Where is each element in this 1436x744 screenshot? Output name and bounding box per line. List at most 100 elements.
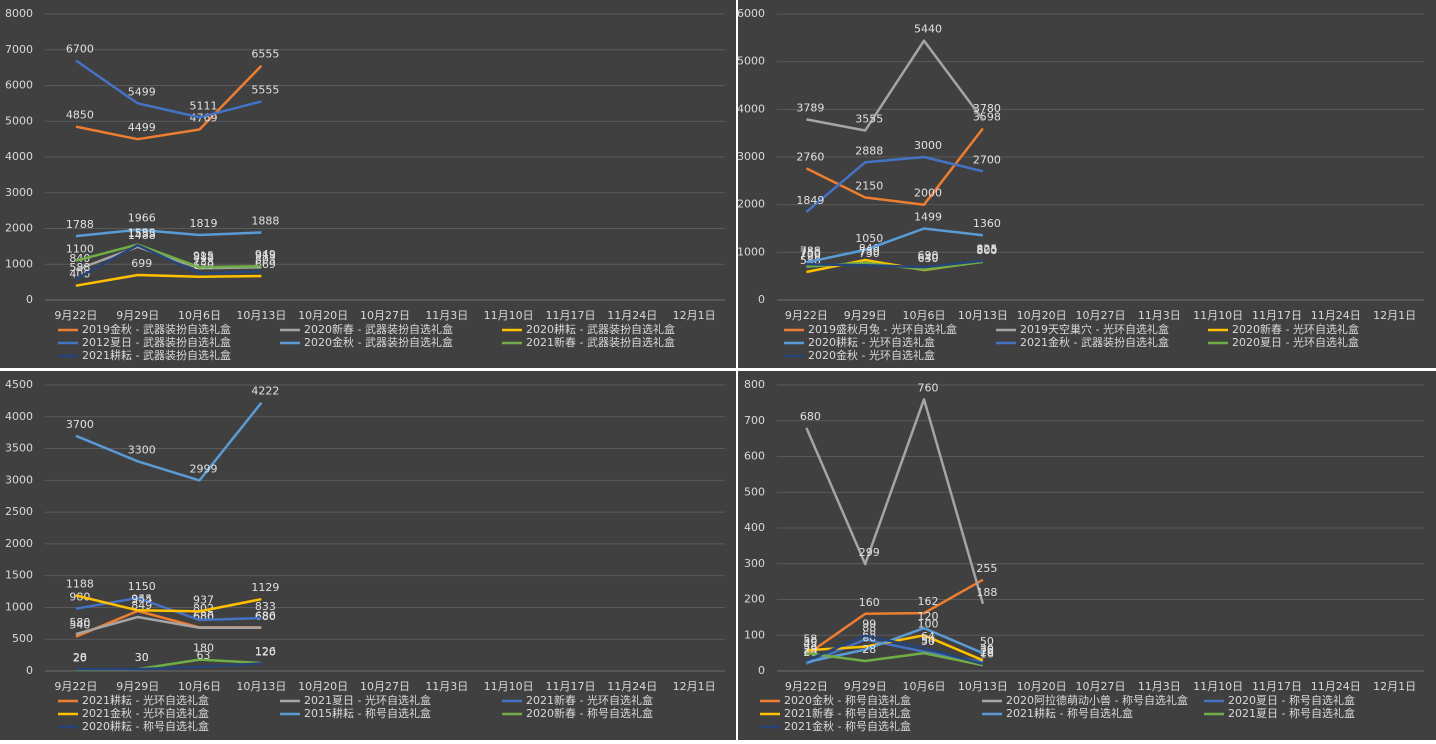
data-label: 29: [803, 643, 817, 656]
chart-panel: 0 100 200 300 400 500 600 700 800 9月22日 9月29日 10月6日…: [738, 371, 1436, 740]
data-label: 120: [255, 645, 276, 658]
legend-label: 2020新春 - 武器装扮自选礼盒: [304, 322, 453, 336]
data-label: 937: [193, 593, 214, 606]
x-tick-label: 11月17日: [1252, 309, 1302, 322]
y-tick-label: 6000: [5, 79, 33, 92]
data-label: 16: [980, 647, 994, 660]
legend-label: 2020金秋 - 称号自选礼盒: [784, 693, 911, 707]
data-label: 1150: [128, 580, 156, 593]
data-label: 2150: [855, 180, 883, 193]
data-label: 915: [193, 249, 214, 262]
data-label: 5555: [251, 83, 279, 96]
x-tick-label: 10月27日: [1076, 680, 1126, 693]
y-tick-label: 500: [744, 485, 765, 498]
x-tick-label: 11月24日: [607, 680, 657, 693]
y-tick-label: 400: [744, 521, 765, 534]
data-label: 949: [255, 248, 276, 261]
x-tick-label: 9月29日: [844, 680, 887, 693]
data-label: 1966: [128, 212, 156, 225]
data-label: 2700: [973, 153, 1001, 166]
series-line: [806, 259, 984, 269]
data-label: 1788: [66, 218, 94, 231]
y-tick-label: 7000: [5, 43, 33, 56]
data-label: 3000: [914, 139, 942, 152]
x-tick-label: 11月10日: [484, 309, 534, 322]
series-line: [75, 273, 262, 287]
data-label: 680: [255, 610, 276, 623]
x-tick-label: 12月1日: [1373, 680, 1416, 693]
y-tick-label: 2000: [5, 222, 33, 235]
data-label: 58: [803, 632, 817, 645]
y-tick-label: 4000: [5, 150, 33, 163]
data-label: 730: [859, 247, 880, 260]
y-tick-label: 500: [12, 632, 33, 645]
data-label: 888: [193, 250, 214, 263]
legend-label: 2020耕耘 - 光环自选礼盒: [808, 335, 935, 349]
y-tick-label: 8000: [5, 7, 33, 20]
y-tick-label: 1500: [5, 569, 33, 582]
x-tick-label: 11月17日: [545, 680, 595, 693]
y-tick-label: 1000: [5, 600, 33, 613]
x-tick-label: 10月6日: [178, 309, 221, 322]
y-tick-label: 6000: [737, 7, 765, 20]
data-label: 100: [918, 617, 939, 630]
data-label: 640: [918, 251, 939, 264]
data-label: 1849: [796, 194, 824, 207]
legend-label: 2021夏日 - 称号自选礼盒: [1228, 706, 1355, 720]
series-line: [805, 398, 985, 605]
x-tick-label: 11月24日: [1311, 680, 1361, 693]
data-label: 162: [918, 595, 939, 608]
legend-label: 2021金秋 - 称号自选礼盒: [784, 719, 911, 733]
data-label: 760: [918, 381, 939, 394]
data-label: 1535: [128, 227, 156, 240]
legend-label: 2020夏日 - 称号自选礼盒: [1228, 693, 1355, 707]
data-label: 2000: [914, 187, 942, 200]
data-label: 50: [980, 635, 994, 648]
series-line: [806, 227, 984, 264]
x-tick-label: 10月6日: [178, 680, 221, 693]
data-label: 825: [976, 243, 997, 256]
data-label: 400: [69, 268, 90, 281]
y-tick-label: 1000: [5, 257, 33, 270]
series-line: [75, 59, 262, 119]
data-label: 5440: [914, 23, 942, 36]
data-label: 1100: [66, 243, 94, 256]
legend-label: 2021金秋 - 武器装扮自选礼盒: [1020, 335, 1169, 349]
legend-label: 2021耕耘 - 光环自选礼盒: [82, 693, 209, 707]
data-label: 299: [859, 546, 880, 559]
x-tick-label: 9月29日: [844, 309, 887, 322]
x-tick-label: 10月13日: [236, 680, 286, 693]
series-line: [805, 634, 984, 666]
x-tick-label: 10月20日: [1017, 309, 1067, 322]
x-tick-label: 11月17日: [1252, 680, 1302, 693]
x-tick-label: 9月22日: [785, 680, 828, 693]
x-tick-label: 10月20日: [298, 309, 348, 322]
legend-label: 2020新春 - 称号自选礼盒: [526, 706, 653, 720]
y-tick-label: 2500: [5, 505, 33, 518]
data-label: 126: [255, 645, 276, 658]
data-label: 1488: [128, 229, 156, 242]
data-label: 780: [859, 245, 880, 258]
data-label: 1050: [855, 232, 883, 245]
data-label: 3780: [973, 102, 1001, 115]
legend-label: 2012夏日 - 武器装扮自选礼盒: [82, 335, 231, 349]
x-tick-label: 12月1日: [673, 309, 716, 322]
data-label: 750: [800, 246, 821, 259]
x-tick-label: 9月29日: [116, 680, 159, 693]
x-tick-label: 9月29日: [116, 309, 159, 322]
y-tick-label: 0: [758, 293, 765, 306]
data-label: 99: [862, 618, 876, 631]
data-label: 1553: [128, 226, 156, 239]
data-label: 64: [921, 630, 935, 643]
x-tick-label: 11月3日: [1138, 309, 1181, 322]
data-label: 88: [862, 622, 876, 635]
x-tick-label: 11月24日: [607, 309, 657, 322]
series-line: [75, 662, 262, 671]
y-tick-label: 5000: [5, 114, 33, 127]
data-label: 4850: [66, 109, 94, 122]
data-label: 3789: [796, 101, 824, 114]
data-label: 540: [69, 619, 90, 632]
x-tick-label: 10月27日: [360, 680, 410, 693]
data-label: 1188: [66, 577, 94, 590]
legend-label: 2019盛秋月兔 - 光环自选礼盒: [808, 322, 957, 336]
